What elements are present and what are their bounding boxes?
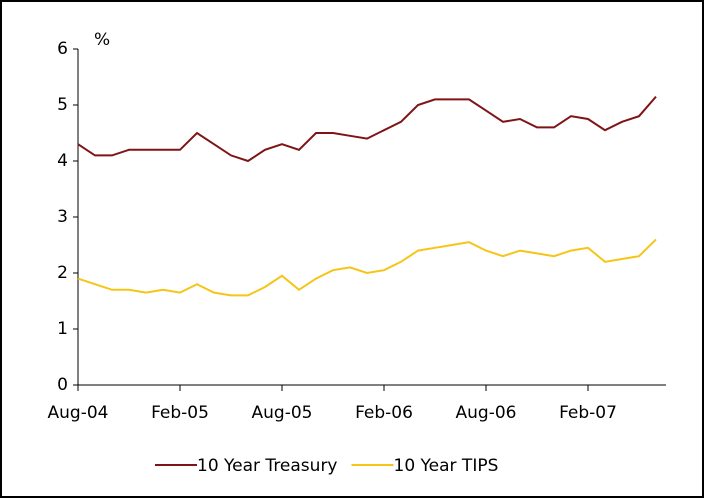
y-tick-label: 6: [57, 39, 68, 59]
x-tick-label: Aug-06: [456, 403, 517, 423]
legend-label: 10 Year TIPS: [394, 456, 499, 476]
x-tick-label: Feb-07: [559, 403, 617, 423]
line-series: [77, 95, 657, 163]
y-tick-label: 2: [57, 263, 68, 283]
line-series: [77, 238, 657, 297]
y-tick-label: 4: [57, 151, 68, 171]
x-tick-label: Feb-05: [151, 403, 209, 423]
x-tick-label: Aug-04: [48, 403, 109, 423]
y-tick-label: 1: [57, 319, 68, 339]
y-tick-label: 0: [57, 375, 68, 395]
y-tick-label: 3: [57, 207, 68, 227]
x-tick-label: Aug-05: [252, 403, 313, 423]
x-tick-label: Feb-06: [355, 403, 413, 423]
y-tick-label: 5: [57, 95, 68, 115]
y-axis-label: %: [94, 30, 110, 50]
legend-label: 10 Year Treasury: [197, 456, 338, 476]
